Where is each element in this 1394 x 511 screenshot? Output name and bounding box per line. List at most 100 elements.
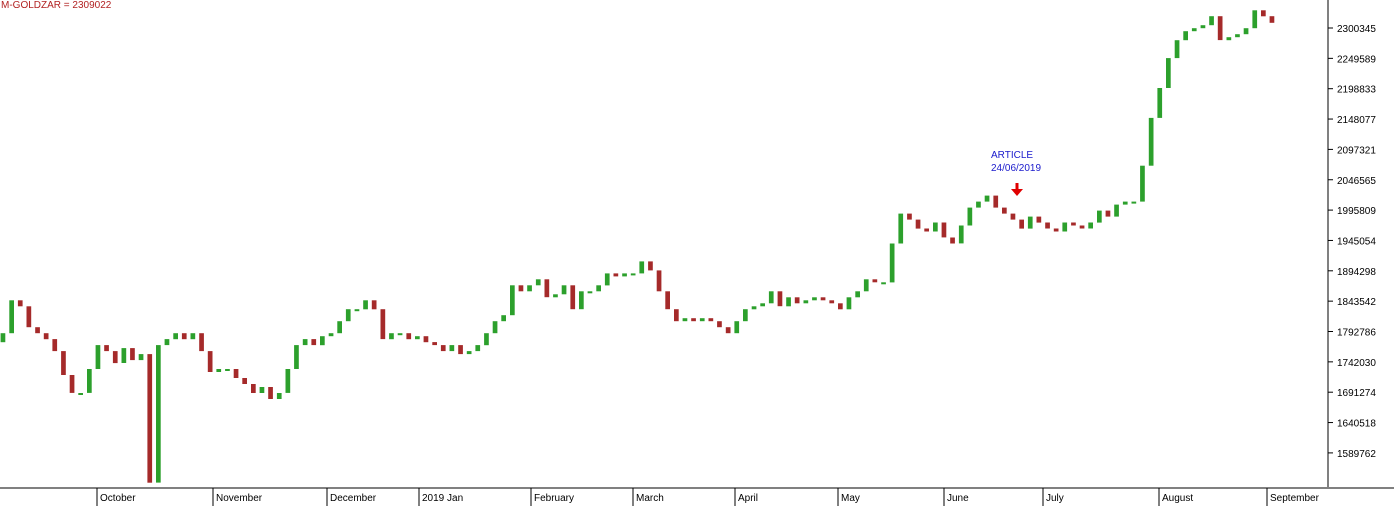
candle (1252, 10, 1258, 29)
candle (1105, 210, 1111, 217)
candle (0, 333, 6, 343)
candle (1200, 25, 1206, 29)
candle (803, 300, 809, 304)
candle (889, 243, 895, 283)
candle (1191, 28, 1197, 32)
candle (604, 273, 610, 286)
candle (967, 207, 973, 226)
candle (570, 285, 576, 310)
candle (1036, 216, 1042, 223)
candle (302, 339, 308, 346)
y-tick-label: 2300345 (1337, 24, 1376, 35)
candle (9, 300, 14, 334)
candle (406, 333, 412, 340)
candle (458, 345, 463, 355)
x-tick-label: May (841, 493, 860, 504)
candle (484, 333, 489, 346)
candle (1261, 10, 1266, 17)
candle (838, 303, 843, 310)
candle (881, 282, 886, 285)
candle (760, 303, 765, 307)
candle (1062, 222, 1068, 232)
candle (820, 297, 826, 301)
candle (69, 375, 75, 393)
candle (674, 309, 679, 322)
y-axis: 2300345 2249589 2198833 2148077 2097321 20465… (1327, 0, 1376, 487)
candle (553, 294, 558, 298)
candle (259, 387, 265, 393)
candle (207, 351, 213, 372)
y-tick-label: 1691274 (1337, 388, 1376, 399)
candle (251, 384, 256, 393)
candle (898, 213, 904, 244)
y-tick-label: 1843542 (1337, 297, 1376, 308)
candle (639, 261, 645, 274)
candle (138, 354, 144, 361)
candle (1148, 117, 1154, 166)
candle (630, 273, 636, 276)
candle (561, 285, 567, 295)
candle (958, 225, 964, 244)
candle (1140, 165, 1145, 202)
candle (156, 345, 161, 483)
candle (1027, 216, 1033, 229)
candle (242, 378, 247, 384)
x-tick-label: March (636, 493, 664, 504)
candle (173, 333, 178, 340)
y-tick-label: 1742030 (1337, 358, 1376, 369)
y-tick-label: 2046565 (1337, 176, 1376, 187)
candle (656, 270, 662, 292)
candle (501, 315, 506, 322)
candle (976, 201, 981, 208)
candle (43, 333, 49, 340)
candle (855, 291, 860, 298)
candle (518, 285, 524, 292)
candle (199, 333, 204, 352)
candle (1088, 222, 1093, 229)
candle (829, 300, 835, 304)
y-tick-label: 1995809 (1337, 206, 1376, 217)
candle (320, 336, 325, 346)
arrow-head (1011, 189, 1023, 196)
candle (777, 291, 783, 307)
candle (216, 369, 222, 372)
annotation-line2: 24/06/2019 (991, 163, 1042, 174)
candle (311, 339, 317, 346)
candle (691, 318, 696, 322)
candle (397, 333, 403, 336)
candle (1209, 16, 1214, 26)
candle (1002, 207, 1007, 214)
candle (1157, 88, 1163, 118)
candle (544, 279, 550, 298)
candle (112, 351, 118, 364)
candle (527, 285, 532, 292)
candle (510, 285, 515, 316)
y-tick-label: 2097321 (1337, 145, 1376, 156)
candle (924, 228, 929, 232)
candle (950, 237, 955, 244)
candle (993, 195, 999, 208)
candle (535, 279, 541, 286)
y-tick-label: 1792786 (1337, 327, 1376, 338)
candle (1114, 204, 1119, 217)
candle (432, 342, 437, 346)
candle (786, 297, 791, 307)
candle (268, 387, 273, 399)
y-tick-label: 2249589 (1337, 54, 1376, 65)
candle (907, 213, 912, 220)
candle (52, 339, 58, 352)
candle (328, 333, 334, 337)
candle-series (0, 10, 1275, 483)
y-tick-label: 2198833 (1337, 85, 1376, 96)
candle (363, 300, 368, 310)
candle (1010, 213, 1016, 220)
candle (1174, 40, 1180, 59)
candle (466, 351, 472, 355)
y-tick-label: 2148077 (1337, 115, 1376, 126)
candle (768, 291, 774, 304)
candle (863, 279, 869, 292)
candle (440, 345, 446, 352)
candle (613, 273, 619, 277)
candle (61, 351, 66, 375)
candle (389, 333, 394, 340)
